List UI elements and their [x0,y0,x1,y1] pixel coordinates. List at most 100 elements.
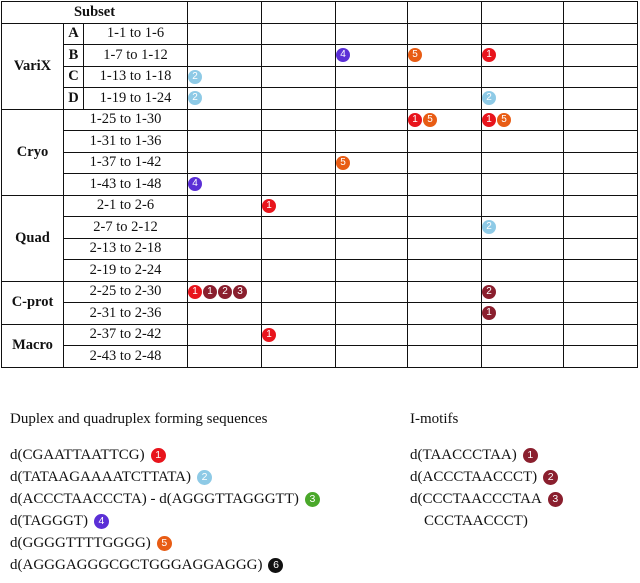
data-cell [407,194,483,217]
marker-2-badge: 2 [188,69,203,84]
marker-1-badge: 1 [150,448,166,464]
data-cell [407,87,483,110]
table-row: 2-31 to 2-36 1 [2,302,639,325]
data-cell [261,259,337,282]
range-label: 1-19 to 1-24 [82,87,189,110]
range-label: 1-25 to 1-30 [62,108,189,131]
legend-item: d(GGGGTTTTGGGG) 5 [10,532,321,554]
data-cell [187,216,263,239]
table-row: C-prot 2-25 to 2-30 1 1 2 3 2 [1,280,639,325]
data-cell [261,108,337,131]
header-cell [481,1,565,24]
data-cell [407,237,483,260]
data-cell [563,345,639,368]
table-row: Macro 2-37 to 2-42 1 [1,323,639,368]
legend-duplex-quadruplex: Duplex and quadruplex forming sequences … [10,408,321,576]
marker-5-badge: 5 [336,155,351,170]
data-cell [261,173,337,196]
data-cell [261,216,337,239]
data-cell [187,130,263,153]
data-cell [335,259,409,282]
data-cell: 4 [187,173,263,196]
group-label-varix: VariX [1,22,64,110]
marker-2-badge: 2 [482,91,497,106]
legend-item: d(CGAATTAATTCG) 1 [10,444,321,466]
data-cell [481,65,565,88]
marker-i3-badge: 3 [233,284,248,299]
legend-item: d(TAACCCTAA) 1 [410,444,564,466]
data-cell [407,216,483,239]
data-cell: 2 [481,87,565,110]
marker-2-badge: 2 [197,470,213,486]
range-label: 1-37 to 1-42 [62,151,189,174]
data-cell: 1 [261,323,337,346]
marker-2-badge: 2 [482,220,497,235]
data-cell: 2 [187,87,263,110]
data-cell [481,194,565,217]
table-row: C 1-13 to 1-18 2 [2,65,639,88]
data-cell [407,345,483,368]
marker-i2-badge: 2 [543,470,559,486]
marker-i3-badge: 3 [547,492,563,508]
table-row: Cryo 1-25 to 1-30 1 5 1 5 [1,108,639,196]
legend-item: d(ACCCTAACCCT) 2 [410,466,564,488]
data-cell [261,87,337,110]
header-cell [563,1,639,24]
data-cell: 1 [481,302,565,325]
legend-sequence: d(TAACCCTAA) [410,447,517,463]
data-cell [563,151,639,174]
marker-i2-badge: 2 [218,284,233,299]
legend-item: d(TATAAGAAAATCTTATA) 2 [10,466,321,488]
marker-i1-badge: 1 [203,284,218,299]
data-cell [261,44,337,67]
marker-3-badge: 3 [304,492,320,508]
marker-i2-badge: 2 [482,284,497,299]
data-cell [407,151,483,174]
legend-sequence: d(ACCCTAACCCTA) - d(AGGGTTAGGGTT) [10,491,299,507]
legend-sequence: d(TAGGGT) [10,513,88,529]
data-cell [335,22,409,45]
data-cell [187,194,263,217]
data-cell [261,345,337,368]
range-label: 2-1 to 2-6 [62,194,189,217]
legend-item: d(AGGGAGGGCGCTGGGAGGAGGG) 6 [10,554,321,576]
data-cell [335,302,409,325]
data-cell [481,259,565,282]
varix-sub-letter: D [63,87,84,110]
data-cell [481,323,565,346]
table-row: Quad 2-1 to 2-6 1 [1,194,639,282]
data-cell [563,259,639,282]
data-cell [407,302,483,325]
data-cell [335,65,409,88]
data-cell [187,302,263,325]
data-cell [407,259,483,282]
data-cell [335,108,409,131]
marker-4-badge: 4 [336,48,351,63]
data-cell [481,22,565,45]
table-row: 2-43 to 2-48 [2,345,639,368]
data-cell [187,323,263,346]
varix-sub-letter: C [63,65,84,88]
table-row: 1-31 to 1-36 [2,130,639,153]
header-cell [407,1,483,24]
data-cell [563,323,639,346]
range-label: 2-25 to 2-30 [62,280,189,303]
data-cell [481,130,565,153]
legend-sequence: d(CCCTAACCCTAA [410,491,542,507]
data-cell [187,22,263,45]
table-row: D 1-19 to 1-24 2 2 [2,87,639,110]
range-label: 2-31 to 2-36 [62,302,189,325]
range-label: 1-31 to 1-36 [62,130,189,153]
table-row: 2-7 to 2-12 2 [2,216,639,239]
data-cell [261,151,337,174]
data-cell: 2 [481,280,565,303]
marker-5-badge: 5 [408,48,423,63]
legend-sequence: d(AGGGAGGGCGCTGGGAGGAGGG) [10,557,263,573]
data-cell [187,259,263,282]
marker-1-badge: 1 [262,198,277,213]
data-cell: 4 [335,44,409,67]
subset-header: Subset [0,1,189,24]
legend-title: Duplex and quadruplex forming sequences [10,411,268,427]
marker-5-badge: 5 [156,536,172,552]
